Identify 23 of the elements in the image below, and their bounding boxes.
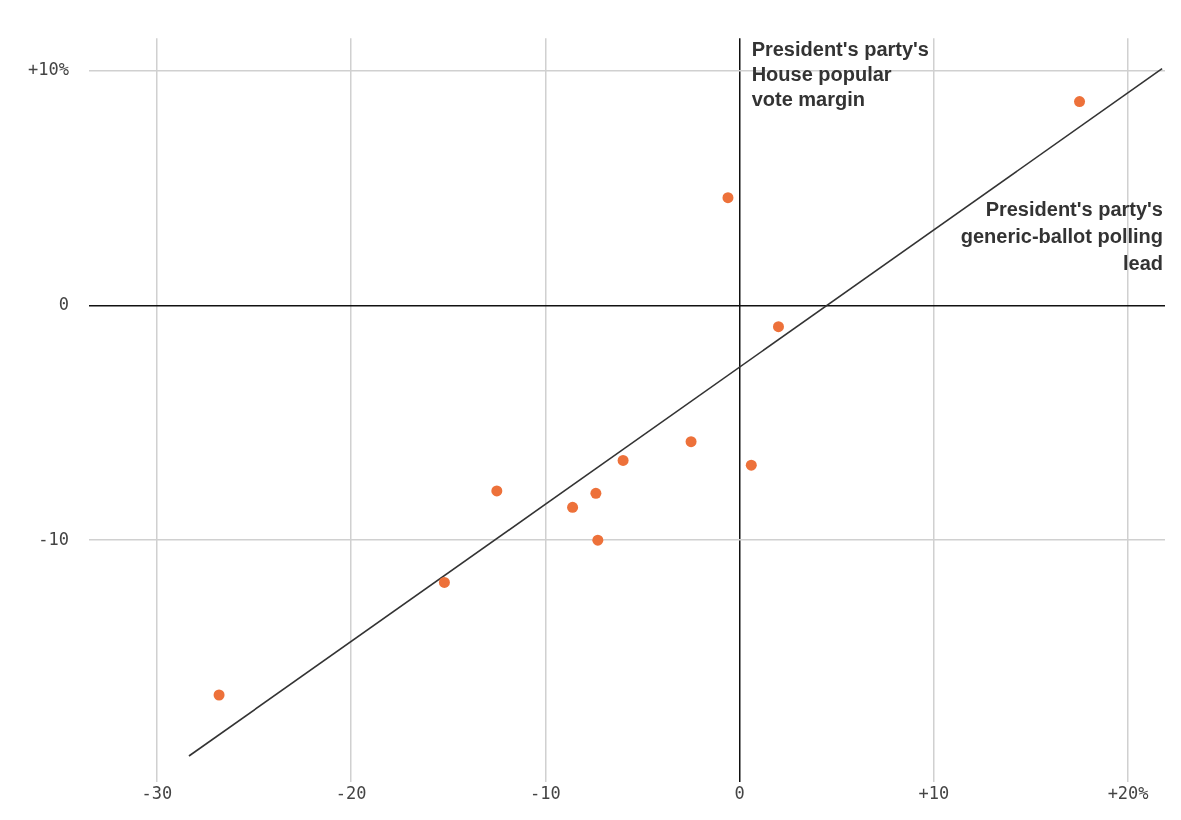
point <box>772 321 784 333</box>
y-tick-label: +10% <box>27 59 69 80</box>
point <box>722 192 734 204</box>
point <box>438 576 450 588</box>
y-tick-label: -10 <box>38 528 69 549</box>
point <box>617 454 629 466</box>
point <box>491 485 503 497</box>
x-tick-label: -30 <box>141 783 173 804</box>
x-axis-title: President's party's generic-ballot polling lead <box>960 198 1163 275</box>
y-tick-label: 0 <box>58 294 69 315</box>
point <box>685 436 697 448</box>
point <box>592 534 604 546</box>
y-axis-title: President's party's House popular vote margin <box>751 37 929 110</box>
x-tick-label: +10 <box>918 783 950 804</box>
point <box>213 689 225 701</box>
point <box>590 487 602 499</box>
point <box>745 459 757 471</box>
x-tick-label: +20% <box>1107 783 1149 804</box>
x-tick-label: -20 <box>335 783 367 804</box>
x-tick-label: 0 <box>734 783 745 804</box>
point <box>567 501 579 513</box>
point <box>1074 96 1086 108</box>
x-tick-label: -10 <box>530 783 561 804</box>
